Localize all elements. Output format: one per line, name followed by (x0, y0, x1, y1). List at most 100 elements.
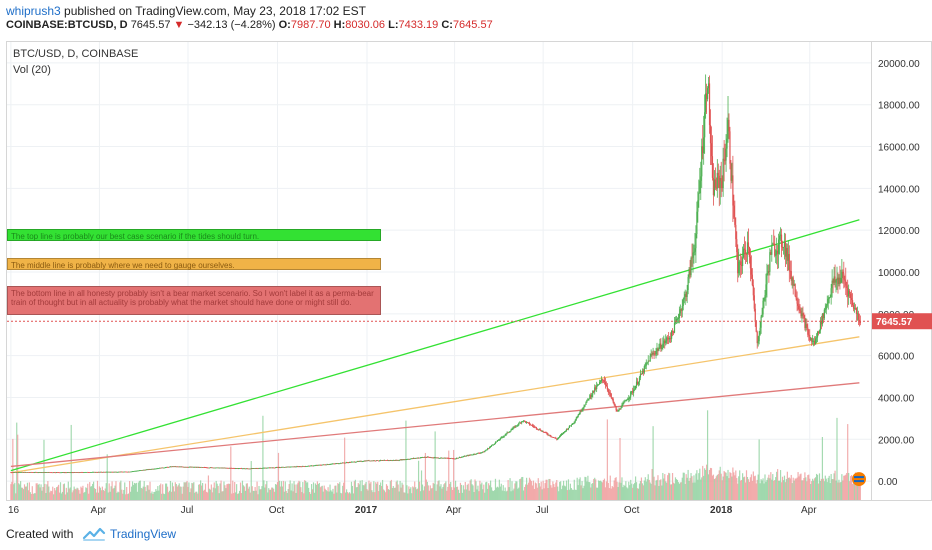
candle-body (286, 466, 288, 468)
volume-bar (202, 490, 205, 500)
volume-bar (356, 487, 358, 500)
volume-bar (619, 437, 621, 500)
volume-bar (299, 481, 301, 500)
candle-body (187, 466, 189, 468)
volume-bar (653, 476, 655, 500)
volume-bar (454, 480, 457, 500)
candle-body (581, 409, 583, 412)
candle-body (135, 470, 138, 472)
candle-body (378, 460, 380, 462)
volume-bar (720, 473, 722, 500)
candle-body (704, 112, 706, 138)
candle-body (283, 467, 285, 468)
volume-bar (223, 481, 225, 500)
tradingview-logo-icon[interactable] (82, 526, 106, 542)
candle-body (748, 247, 751, 257)
candle-body (63, 472, 66, 474)
candle-body (849, 290, 851, 294)
candle-body (425, 457, 427, 458)
volume-indicator-title[interactable]: Vol (20) (13, 64, 51, 76)
candle-body (293, 466, 295, 468)
candle-body (717, 172, 719, 176)
candle-body (832, 280, 834, 283)
candle-body (33, 472, 35, 474)
candle-body (38, 472, 40, 473)
volume-bar (44, 483, 46, 500)
tradingview-link[interactable]: TradingView (110, 527, 177, 541)
candle-body (197, 467, 199, 468)
candle-body (792, 277, 794, 286)
volume-bar (831, 479, 833, 500)
candle-body (326, 464, 328, 466)
candle-body (544, 432, 546, 433)
candle-body (257, 468, 259, 470)
candle-body (349, 462, 352, 463)
volume-bar (254, 487, 256, 500)
candle-body (701, 146, 703, 177)
candle-body (371, 460, 373, 462)
volume-bar (110, 486, 112, 500)
candle-body (472, 454, 474, 456)
candle-body (410, 458, 412, 460)
volume-bar (172, 486, 174, 500)
candle-body (154, 468, 156, 470)
volume-bar (350, 481, 353, 500)
volume-bar (288, 484, 290, 500)
volume-bar (548, 478, 550, 500)
candle-body (265, 467, 267, 469)
volume-bar (837, 482, 839, 500)
candle-body (424, 457, 427, 458)
candle-body (814, 340, 816, 345)
candle-body (679, 309, 681, 314)
price-chart[interactable] (7, 42, 872, 501)
candle-body (529, 424, 532, 426)
volume-bar (183, 482, 185, 500)
candle-body (466, 455, 468, 457)
volume-bar (426, 481, 428, 500)
volume-bar (543, 488, 545, 500)
candle-body (343, 462, 345, 464)
candle-body (745, 254, 748, 255)
volume-bar (239, 482, 242, 500)
candle-body (505, 433, 507, 435)
author-link[interactable]: whiprush3 (6, 4, 61, 18)
volume-bar (346, 492, 349, 500)
candle-body (777, 250, 779, 254)
candle-body (802, 313, 804, 316)
candle-body (663, 340, 665, 344)
candle-body (419, 457, 422, 459)
volume-bar (747, 479, 750, 500)
volume-bar (408, 486, 410, 500)
candle-body (784, 242, 787, 257)
candle-body (573, 421, 575, 424)
volume-bar (16, 422, 18, 500)
volume-bar (732, 467, 734, 500)
candle-body (336, 463, 338, 465)
trend-line-top (10, 219, 860, 472)
candle-body (177, 466, 179, 468)
candle-body (493, 443, 496, 445)
chart-pane[interactable] (6, 41, 872, 501)
price-axis[interactable]: 20000.00 18000.00 16000.00 14000.00 12000.00… (872, 41, 932, 501)
candle-body (234, 468, 236, 470)
candle-body (233, 468, 235, 469)
volume-bar (487, 488, 489, 500)
volume-bar (765, 481, 767, 500)
volume-bar (835, 480, 837, 500)
candle-body (623, 402, 625, 404)
volume-bar (498, 479, 500, 500)
volume-bar (817, 483, 820, 500)
volume-bar (168, 490, 171, 500)
volume-bar (353, 481, 355, 500)
candle-body (820, 320, 823, 325)
volume-bar (668, 472, 670, 500)
time-axis[interactable]: 16 Apr Jul Oct 2017 Apr Jul Oct 2018 Apr (6, 501, 872, 517)
volume-bar (806, 481, 808, 500)
volume-bar (133, 482, 136, 500)
volume-bar (459, 482, 462, 500)
candle-body (232, 468, 234, 469)
candle-body (369, 460, 371, 462)
volume-bar (749, 477, 751, 500)
candle-body (795, 295, 797, 299)
volume-bar (651, 469, 653, 500)
